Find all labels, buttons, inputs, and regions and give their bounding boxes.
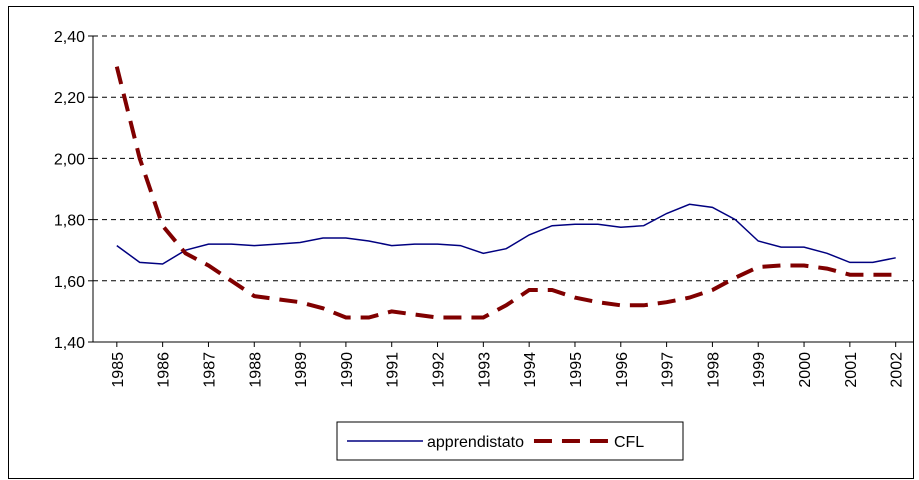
x-tick-label: 1993 xyxy=(476,352,493,388)
x-tick-label: 1997 xyxy=(660,352,677,388)
x-tick-label: 2002 xyxy=(889,352,906,388)
x-tick-label: 1996 xyxy=(614,352,631,388)
legend-label: apprendistato xyxy=(427,434,524,451)
y-tick-label: 1,60 xyxy=(54,274,85,291)
x-tick-label: 2000 xyxy=(797,352,814,388)
x-tick-label: 1990 xyxy=(339,352,356,388)
legend-label: CFL xyxy=(614,434,644,451)
x-tick-label: 1994 xyxy=(522,352,539,388)
x-tick-label: 1988 xyxy=(247,352,264,388)
x-tick-label: 1987 xyxy=(201,352,218,388)
y-tick-label: 1,40 xyxy=(54,335,85,352)
x-tick-label: 1986 xyxy=(156,352,173,388)
x-tick-label: 2001 xyxy=(843,352,860,388)
chart-frame xyxy=(8,6,914,479)
x-tick-label: 1999 xyxy=(751,352,768,388)
x-tick-label: 1995 xyxy=(568,352,585,388)
x-tick-label: 1989 xyxy=(293,352,310,388)
x-tick-label: 1991 xyxy=(385,352,402,388)
series-line xyxy=(114,66,896,320)
y-tick-label: 2,20 xyxy=(54,90,85,107)
x-tick-label: 1985 xyxy=(110,352,127,388)
x-tick-label: 1998 xyxy=(705,352,722,388)
series-line xyxy=(116,203,896,265)
y-tick-label: 1,80 xyxy=(54,213,85,230)
y-tick-label: 2,00 xyxy=(54,151,85,168)
y-tick-label: 2,40 xyxy=(54,29,85,46)
x-tick-label: 1992 xyxy=(431,352,448,388)
